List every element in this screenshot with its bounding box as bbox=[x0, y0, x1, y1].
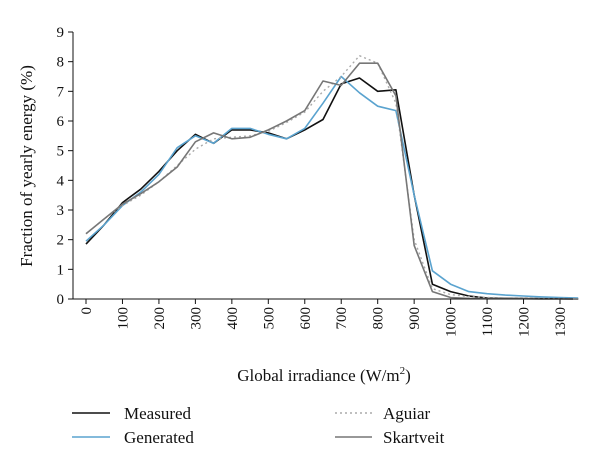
y-axis-ticks: 0 1 2 3 4 5 6 7 8 9 bbox=[57, 25, 73, 308]
x-axis-ticks: 0 100 200 300 400 500 600 700 800 900 1000 1100 1200… bbox=[79, 299, 569, 337]
x-tick-label: 900 bbox=[407, 307, 423, 330]
legend-label-skartveit: Skartveit bbox=[383, 428, 445, 447]
y-tick-label: 6 bbox=[57, 114, 65, 130]
x-axis-label: Global irradiance (W/m2) bbox=[237, 365, 411, 385]
y-tick-label: 4 bbox=[57, 173, 65, 189]
y-tick-label: 2 bbox=[57, 233, 65, 249]
series-line-skartveit bbox=[85, 62, 579, 300]
legend-item-aguiar: Aguiar bbox=[335, 404, 431, 423]
y-tick-label: 7 bbox=[57, 84, 65, 100]
y-axis-label: Fraction of yearly energy (%) bbox=[17, 65, 36, 267]
series-line-generated bbox=[85, 75, 579, 299]
series-line-measured bbox=[85, 77, 579, 300]
y-tick-label: 1 bbox=[57, 262, 65, 278]
legend-label-generated: Generated bbox=[124, 428, 194, 447]
x-tick-label: 1200 bbox=[517, 307, 533, 337]
x-tick-label: 1000 bbox=[444, 307, 460, 337]
legend-item-generated: Generated bbox=[72, 428, 194, 447]
x-tick-label: 300 bbox=[188, 307, 204, 330]
x-tick-label: 200 bbox=[152, 307, 168, 330]
x-tick-label: 0 bbox=[79, 307, 95, 315]
x-tick-label: 1300 bbox=[553, 307, 569, 337]
y-tick-label: 5 bbox=[57, 144, 65, 160]
legend-label-aguiar: Aguiar bbox=[383, 404, 431, 423]
legend-item-skartveit: Skartveit bbox=[335, 428, 445, 447]
x-tick-label: 700 bbox=[334, 307, 350, 330]
legend-item-measured: Measured bbox=[72, 404, 192, 423]
y-tick-label: 9 bbox=[57, 25, 65, 41]
x-axis-label-main: Global irradiance (W/m bbox=[237, 366, 399, 385]
y-tick-label: 0 bbox=[57, 292, 65, 308]
x-tick-label: 100 bbox=[115, 307, 131, 330]
x-axis-label-superscript: 2 bbox=[400, 365, 406, 377]
series-lines bbox=[85, 55, 579, 300]
x-axis-label-end: ) bbox=[405, 366, 411, 385]
x-tick-label: 400 bbox=[225, 307, 241, 330]
legend-label-measured: Measured bbox=[124, 404, 192, 423]
x-tick-label: 1100 bbox=[480, 307, 496, 336]
x-tick-label: 800 bbox=[371, 307, 387, 330]
x-tick-label: 600 bbox=[298, 307, 314, 330]
legend: Measured Generated Aguiar Skartveit bbox=[72, 404, 445, 447]
x-tick-label: 500 bbox=[261, 307, 277, 330]
y-tick-label: 3 bbox=[57, 203, 65, 219]
y-tick-label: 8 bbox=[57, 55, 65, 71]
series-line-aguiar bbox=[85, 55, 579, 300]
